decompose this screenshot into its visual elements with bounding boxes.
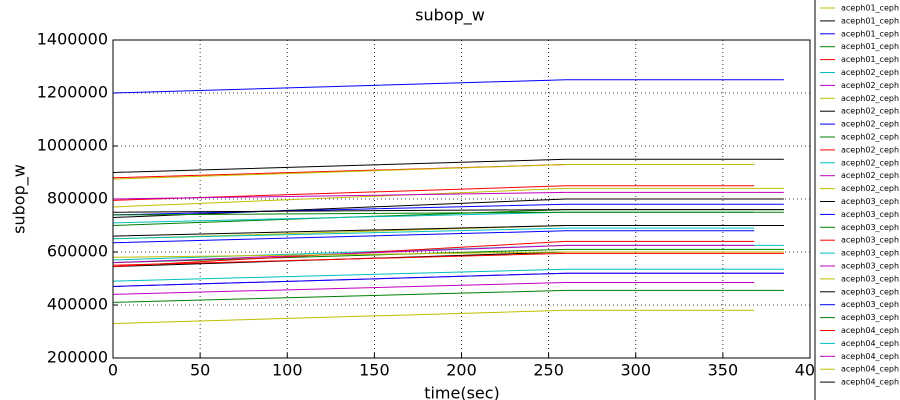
legend-label: aceph04_ceph [841, 339, 899, 348]
legend-label: aceph03_ceph [841, 313, 899, 322]
legend-label: aceph03_ceph [841, 262, 899, 271]
series-line [112, 244, 755, 264]
y-tick-label: 600000 [47, 242, 108, 261]
x-tick-label: 150 [359, 361, 390, 380]
legend-label: aceph02_ceph [841, 171, 899, 180]
series-line [112, 79, 784, 94]
legend-label: aceph02_ceph [841, 107, 899, 116]
series-line [112, 289, 784, 303]
series-line [112, 251, 784, 258]
legend-label: aceph04_ceph [841, 365, 899, 374]
series-line [112, 209, 784, 213]
series-line [112, 211, 784, 216]
series-line [112, 240, 755, 268]
y-axis-label: subop_w [10, 164, 30, 234]
x-tick-label: 250 [533, 361, 564, 380]
x-tick-label: 200 [446, 361, 477, 380]
x-tick-label: 100 [272, 361, 303, 380]
legend-label: aceph03_ceph [841, 223, 899, 232]
legend-label: aceph03_ceph [841, 197, 899, 206]
series-line [112, 272, 784, 287]
x-tick-label: 300 [620, 361, 651, 380]
legend-label: aceph04_ceph [841, 352, 899, 361]
y-tick-label: 200000 [47, 348, 108, 367]
series-line [112, 252, 784, 266]
legend-label: aceph02_ceph [841, 158, 899, 167]
legend-label: aceph02_ceph [841, 120, 899, 129]
legend-label: aceph01_ceph [841, 16, 899, 25]
legend-label: aceph03_ceph [841, 287, 899, 296]
chart-title: subop_w [415, 6, 485, 26]
legend-label: aceph01_ceph [841, 4, 899, 13]
legend-box [814, 0, 900, 400]
plot-frame [112, 39, 811, 359]
series-line [112, 230, 755, 244]
series-line [112, 248, 784, 264]
y-tick-label: 1400000 [37, 30, 108, 49]
legend-label: aceph03_ceph [841, 236, 899, 245]
legend-label: aceph01_ceph [841, 42, 899, 51]
legend-label: aceph04_ceph [841, 378, 899, 387]
legend-label: aceph02_ceph [841, 133, 899, 142]
series-line [112, 281, 755, 295]
series-line [112, 268, 784, 282]
legend-label: aceph01_ceph [841, 55, 899, 64]
y-tick-label: 1200000 [37, 83, 108, 102]
series-line [112, 187, 784, 208]
y-tick-label: 800000 [47, 189, 108, 208]
series-line [112, 227, 755, 240]
series-line [112, 225, 784, 237]
legend-label: aceph02_ceph [841, 184, 899, 193]
legend-label: aceph02_ceph [841, 68, 899, 77]
y-tick-label: 400000 [47, 295, 108, 314]
series-line [112, 185, 755, 201]
legend-label: aceph01_ceph [841, 29, 899, 38]
y-tick-label: 1000000 [37, 136, 108, 155]
x-tick-label: 0 [108, 361, 118, 380]
legend-label: aceph03_ceph [841, 210, 899, 219]
legend-label: aceph02_ceph [841, 94, 899, 103]
series-line [112, 158, 784, 173]
series-line [112, 198, 784, 219]
x-tick-label: 350 [708, 361, 739, 380]
series-line [112, 309, 755, 325]
series-line [112, 203, 784, 216]
series-line [112, 272, 784, 287]
x-axis-label: time(sec) [424, 384, 500, 400]
legend-label: aceph03_ceph [841, 300, 899, 309]
legend-label: aceph02_ceph [841, 81, 899, 90]
legend-label: aceph04_ceph [841, 326, 899, 335]
series-line [112, 191, 784, 200]
legend-label: aceph03_ceph [841, 274, 899, 283]
x-tick-label: 50 [190, 361, 210, 380]
legend-label: aceph02_ceph [841, 145, 899, 154]
legend-label: aceph03_ceph [841, 249, 899, 258]
series-line [112, 164, 755, 180]
